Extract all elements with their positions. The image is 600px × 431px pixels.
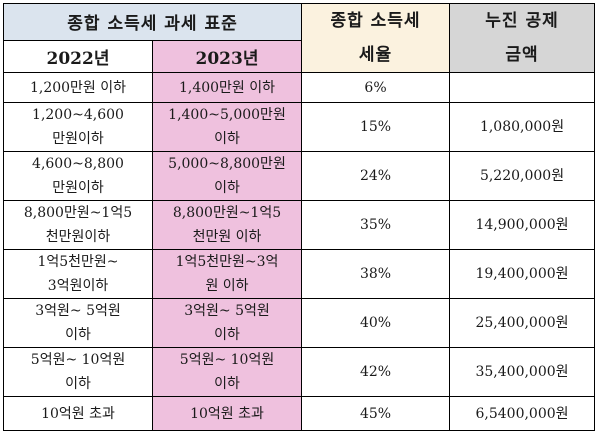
cell-2023-bracket-text: 3억원~ 5억원 이하 [184,303,270,343]
cell-2022-bracket: 8,800만원~1억5 천만원이하 [3,200,153,250]
cell-tax-rate: 24% [301,151,451,201]
cell-tax-rate: 38% [301,249,451,299]
header-year-2023: 2023년 [151,39,303,74]
header-row: 종합 소득세 과세 표준 종합 소득세 세율 누진 공제 금액 [2,3,596,73]
cell-tax-rate-text: 24% [359,168,392,184]
cell-2023-bracket: 8,800만원~1억5 천만원 이하 [151,200,303,250]
cell-2022-bracket: 4,600~8,800 만원이하 [3,151,153,201]
cell-deduction-text: 19,400,000원 [475,266,569,282]
cell-deduction: 19,400,000원 [449,249,596,299]
cell-2022-bracket-text: 1억5천만원~ 3억원이하 [37,254,119,294]
cell-deduction: 1,080,000원 [449,102,596,152]
header-tax-rate-text: 종합 소득세 세율 [330,11,421,65]
cell-tax-rate-text: 35% [359,217,392,233]
cell-tax-rate-text: 6% [364,79,387,96]
cell-deduction: 35,400,000원 [449,347,596,397]
cell-2022-bracket-text: 1,200~4,600 만원이하 [32,107,124,147]
cell-2022-bracket: 10억원 초과 [3,396,153,431]
table-row: 5억원~ 10억원 이하 5억원~ 10억원 이하 42% 35,400,000원 [3,347,596,397]
cell-2023-bracket-text: 10억원 초과 [190,405,264,422]
cell-tax-rate-text: 45% [359,405,392,422]
cell-tax-rate: 15% [301,102,451,152]
table-row: 8,800만원~1억5 천만원이하 8,800만원~1억5 천만원 이하 35% 14… [3,200,596,250]
header-progressive-deduction: 누진 공제 금액 [449,3,596,73]
table-row: 10억원 초과 10억원 초과 45% 6,5400,000원 [3,396,596,431]
cell-2023-bracket: 10억원 초과 [151,396,303,431]
cell-2022-bracket: 5억원~ 10억원 이하 [3,347,153,397]
cell-tax-rate: 40% [301,298,451,348]
cell-2023-bracket: 1억5천만원~3억 원 이하 [151,249,303,299]
cell-2022-bracket: 1,200~4,600 만원이하 [3,102,153,152]
cell-deduction: 14,900,000원 [449,200,596,250]
cell-deduction: 25,400,000원 [449,298,596,348]
cell-2023-bracket-text: 1,400만원 이하 [178,79,276,96]
cell-2023-bracket-text: 1억5천만원~3억 원 이하 [175,254,279,294]
cell-tax-rate-text: 40% [359,315,392,331]
table-row: 4,600~8,800 만원이하 5,000~8,800만원 이하 24% 5,220… [3,151,596,201]
cell-2022-bracket: 1억5천만원~ 3억원이하 [3,249,153,299]
header-tax-rate: 종합 소득세 세율 [301,3,451,73]
cell-2022-bracket: 1,200만원 이하 [3,72,153,103]
cell-tax-rate-text: 38% [359,266,392,282]
cell-2023-bracket: 1,400~5,000만원 이하 [151,102,303,152]
table-row: 3억원~ 5억원 이하 3억원~ 5억원 이하 40% 25,400,000원 [3,298,596,348]
cell-deduction-text: 6,5400,000원 [475,405,569,422]
header-deduction-text: 누진 공제 금액 [485,11,559,65]
table-row: 1,200~4,600 만원이하 1,400~5,000만원 이하 15% 1,080… [3,102,596,152]
table-row: 1억5천만원~ 3억원이하 1억5천만원~3억 원 이하 38% 19,400,000… [3,249,596,299]
cell-2022-bracket-text: 1,200만원 이하 [29,79,127,96]
cell-deduction: 6,5400,000원 [449,396,596,431]
cell-tax-rate: 35% [301,200,451,250]
cell-2023-bracket: 5억원~ 10억원 이하 [151,347,303,397]
cell-deduction: 5,220,000원 [449,151,596,201]
cell-deduction-text: 25,400,000원 [475,315,569,331]
cell-2023-bracket: 1,400만원 이하 [151,72,303,103]
cell-2022-bracket-text: 5억원~ 10억원 이하 [30,352,126,392]
cell-tax-rate-text: 42% [359,364,392,380]
cell-tax-rate: 6% [301,72,451,103]
header-tax-standard: 종합 소득세 과세 표준 [2,3,303,41]
cell-2023-bracket-text: 5억원~ 10억원 이하 [179,352,275,392]
cell-2022-bracket-text: 8,800만원~1억5 천만원이하 [23,205,133,245]
cell-deduction-text: 5,220,000원 [479,168,565,184]
table-row: 1,200만원 이하 1,400만원 이하 6% [3,72,596,103]
cell-2023-bracket-text: 1,400~5,000만원 이하 [168,107,286,147]
cell-deduction-text: 1,080,000원 [479,119,565,135]
year-row: 2022년 2023년 [3,39,595,74]
cell-2023-bracket-text: 5,000~8,800만원 이하 [168,156,286,196]
cell-tax-rate-text: 15% [359,119,392,135]
cell-2022-bracket: 3억원~ 5억원 이하 [3,298,153,348]
cell-2022-bracket-text: 10억원 초과 [41,405,115,422]
cell-tax-rate: 42% [301,347,451,397]
cell-deduction-text: 14,900,000원 [475,217,569,233]
header-year-2022: 2022년 [3,39,153,74]
cell-tax-rate: 45% [301,396,451,431]
cell-2022-bracket-text: 3억원~ 5억원 이하 [35,303,121,343]
cell-deduction-text: 35,400,000원 [475,364,569,380]
tax-rate-table: 종합 소득세 과세 표준 종합 소득세 세율 누진 공제 금액 2022년 20… [2,3,596,431]
cell-2023-bracket: 3억원~ 5억원 이하 [151,298,303,348]
cell-deduction [449,72,596,103]
cell-2023-bracket-text: 8,800만원~1억5 천만원 이하 [172,205,282,245]
cell-2022-bracket-text: 4,600~8,800 만원이하 [32,156,124,196]
cell-2023-bracket: 5,000~8,800만원 이하 [151,151,303,201]
